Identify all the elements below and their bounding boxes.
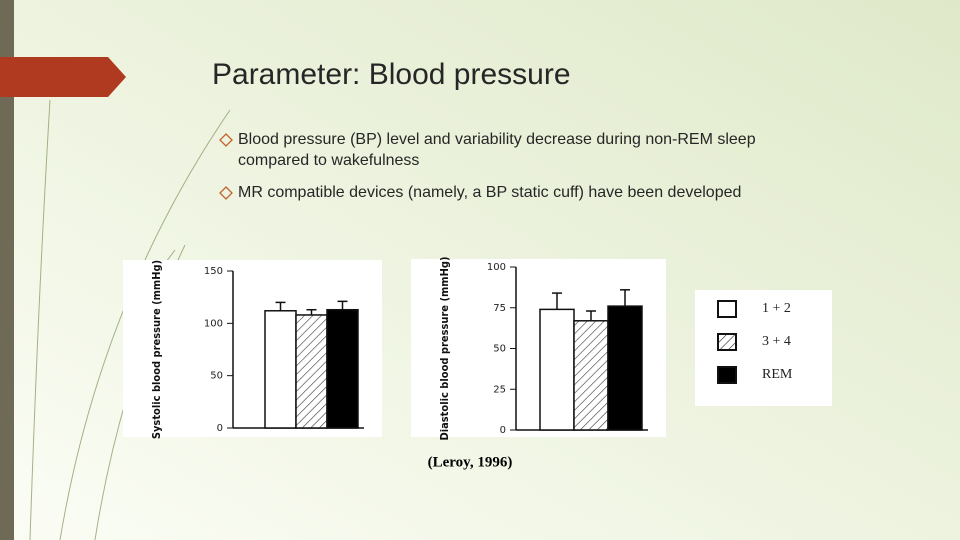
bar [607, 305, 643, 431]
y-tick-label: 75 [493, 303, 506, 314]
y-tick-label: 25 [493, 384, 506, 395]
legend-label: 3 + 4 [762, 334, 791, 349]
y-tick-label: 150 [204, 266, 223, 277]
y-axis-label: Diastolic blood pressure (mmHg) [438, 257, 451, 441]
legend-swatch [717, 333, 737, 351]
legend-swatch [717, 366, 737, 384]
legend: 1 + 2 3 + 4 REM [717, 300, 793, 384]
slide-title: Parameter: Blood pressure [212, 58, 571, 91]
y-tick-label: 0 [500, 425, 506, 436]
bullet-text: compared to wakefulness [238, 152, 419, 169]
bar [539, 308, 575, 431]
y-tick-label: 50 [493, 344, 506, 355]
charts: Systolic blood pressure (mmHg) 0 50 100 150 D… [123, 257, 666, 441]
citation: (Leroy, 1996) [428, 454, 513, 470]
bullet-icon [219, 186, 233, 200]
bar [326, 308, 359, 429]
legend-label: REM [762, 367, 793, 382]
bullet-text: Blood pressure (BP) level and variabilit… [238, 131, 756, 148]
bar [573, 320, 609, 431]
y-tick-label: 0 [217, 423, 223, 434]
bullet-text: MR compatible devices (namely, a BP stat… [238, 184, 741, 201]
legend-swatch [717, 300, 737, 318]
bar [264, 310, 297, 429]
bullets: Blood pressure (BP) level and variabilit… [219, 131, 756, 201]
y-tick-label: 50 [210, 371, 223, 382]
bar [295, 314, 328, 429]
legend-label: 1 + 2 [762, 301, 791, 316]
bullet-icon [219, 133, 233, 147]
title-arrow [0, 57, 126, 97]
y-tick-label: 100 [487, 262, 506, 273]
side-strip [0, 0, 14, 540]
y-axis-label: Systolic blood pressure (mmHg) [150, 260, 163, 439]
y-tick-label: 100 [204, 318, 223, 329]
